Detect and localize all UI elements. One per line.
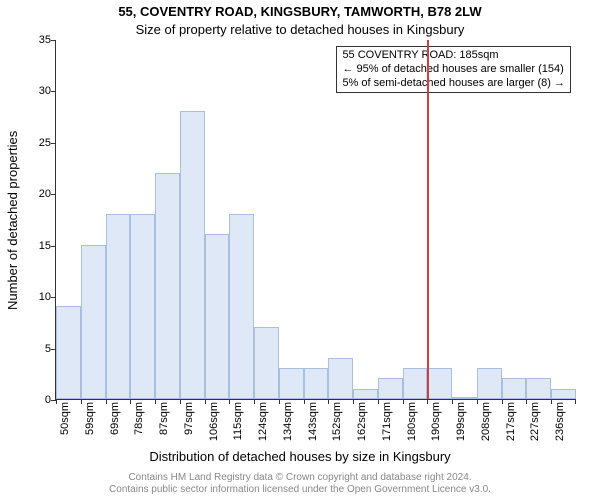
xtick-label: 199sqm xyxy=(455,402,467,441)
xtick-label: 59sqm xyxy=(84,402,96,435)
bars-group xyxy=(56,40,575,399)
annotation-line-2: ← 95% of detached houses are smaller (15… xyxy=(342,63,565,77)
xtick-mark xyxy=(155,399,156,404)
ytick-mark xyxy=(51,143,56,144)
xtick-mark xyxy=(205,399,206,404)
annotation-line-3: 5% of semi-detached houses are larger (8… xyxy=(342,77,565,91)
ytick-label: 25 xyxy=(39,137,51,149)
histogram-bar xyxy=(502,378,527,399)
xtick-label: 208sqm xyxy=(480,402,492,441)
ytick-label: 30 xyxy=(39,85,51,97)
histogram-bar xyxy=(56,306,81,399)
histogram-bar xyxy=(353,389,378,399)
histogram-bar xyxy=(155,173,180,399)
xtick-mark xyxy=(502,399,503,404)
xtick-label: 217sqm xyxy=(505,402,517,441)
xtick-mark xyxy=(452,399,453,404)
histogram-bar xyxy=(551,389,576,399)
histogram-bar xyxy=(229,214,254,399)
xtick-mark xyxy=(304,399,305,404)
histogram-bar xyxy=(106,214,131,399)
xtick-label: 171sqm xyxy=(381,402,393,441)
histogram-bar xyxy=(81,245,106,399)
main-title: 55, COVENTRY ROAD, KINGSBURY, TAMWORTH, … xyxy=(0,4,600,19)
xtick-mark xyxy=(403,399,404,404)
xtick-label: 69sqm xyxy=(109,402,121,435)
footer-line-1: Contains HM Land Registry data © Crown c… xyxy=(0,472,600,484)
xtick-mark xyxy=(477,399,478,404)
ytick-label: 10 xyxy=(39,291,51,303)
xtick-label: 227sqm xyxy=(529,402,541,441)
xtick-mark xyxy=(353,399,354,404)
histogram-bar xyxy=(427,368,452,399)
xtick-label: 180sqm xyxy=(406,402,418,441)
ytick-mark xyxy=(51,246,56,247)
ytick-mark xyxy=(51,91,56,92)
xtick-mark xyxy=(328,399,329,404)
histogram-bar xyxy=(452,397,477,399)
xtick-mark xyxy=(130,399,131,404)
histogram-bar xyxy=(477,368,502,399)
annotation-box: 55 COVENTRY ROAD: 185sqm ← 95% of detach… xyxy=(336,46,571,93)
xtick-label: 78sqm xyxy=(133,402,145,435)
xtick-label: 236sqm xyxy=(554,402,566,441)
plot-area: 55 COVENTRY ROAD: 185sqm ← 95% of detach… xyxy=(55,40,575,400)
footer-text: Contains HM Land Registry data © Crown c… xyxy=(0,472,600,496)
histogram-bar xyxy=(378,378,403,399)
annotation-line-1: 55 COVENTRY ROAD: 185sqm xyxy=(342,49,565,63)
x-axis-label: Distribution of detached houses by size … xyxy=(0,449,600,464)
histogram-bar xyxy=(304,368,329,399)
xtick-label: 190sqm xyxy=(430,402,442,441)
sub-title: Size of property relative to detached ho… xyxy=(0,22,600,37)
xtick-label: 152sqm xyxy=(331,402,343,441)
xtick-mark xyxy=(106,399,107,404)
histogram-bar xyxy=(205,234,230,399)
xtick-label: 106sqm xyxy=(208,402,220,441)
xtick-label: 162sqm xyxy=(356,402,368,441)
xtick-label: 115sqm xyxy=(232,402,244,440)
ytick-label: 15 xyxy=(39,240,51,252)
ytick-label: 0 xyxy=(45,394,51,406)
xtick-mark xyxy=(427,399,428,404)
marker-line xyxy=(427,40,429,399)
y-axis-label: Number of detached properties xyxy=(5,130,20,309)
chart-container: 55, COVENTRY ROAD, KINGSBURY, TAMWORTH, … xyxy=(0,0,600,500)
ytick-mark xyxy=(51,297,56,298)
xtick-label: 124sqm xyxy=(257,402,269,441)
ytick-label: 20 xyxy=(39,188,51,200)
ytick-mark xyxy=(51,194,56,195)
histogram-bar xyxy=(254,327,279,399)
histogram-bar xyxy=(279,368,304,399)
ytick-mark xyxy=(51,40,56,41)
xtick-mark xyxy=(56,399,57,404)
xtick-label: 87sqm xyxy=(158,402,170,435)
xtick-mark xyxy=(81,399,82,404)
xtick-label: 143sqm xyxy=(307,402,319,441)
xtick-mark xyxy=(229,399,230,404)
ytick-mark xyxy=(51,349,56,350)
xtick-mark xyxy=(279,399,280,404)
xtick-label: 97sqm xyxy=(183,402,195,435)
xtick-mark xyxy=(551,399,552,404)
ytick-label: 35 xyxy=(39,34,51,46)
histogram-bar xyxy=(180,111,205,399)
xtick-mark xyxy=(526,399,527,404)
xtick-mark xyxy=(180,399,181,404)
xtick-label: 134sqm xyxy=(282,402,294,441)
histogram-bar xyxy=(130,214,155,399)
footer-line-2: Contains public sector information licen… xyxy=(0,484,600,496)
histogram-bar xyxy=(526,378,551,399)
xtick-label: 50sqm xyxy=(59,402,71,435)
ytick-label: 5 xyxy=(45,343,51,355)
xtick-mark xyxy=(575,399,576,404)
histogram-bar xyxy=(403,368,428,399)
xtick-mark xyxy=(254,399,255,404)
xtick-mark xyxy=(378,399,379,404)
histogram-bar xyxy=(328,358,353,399)
